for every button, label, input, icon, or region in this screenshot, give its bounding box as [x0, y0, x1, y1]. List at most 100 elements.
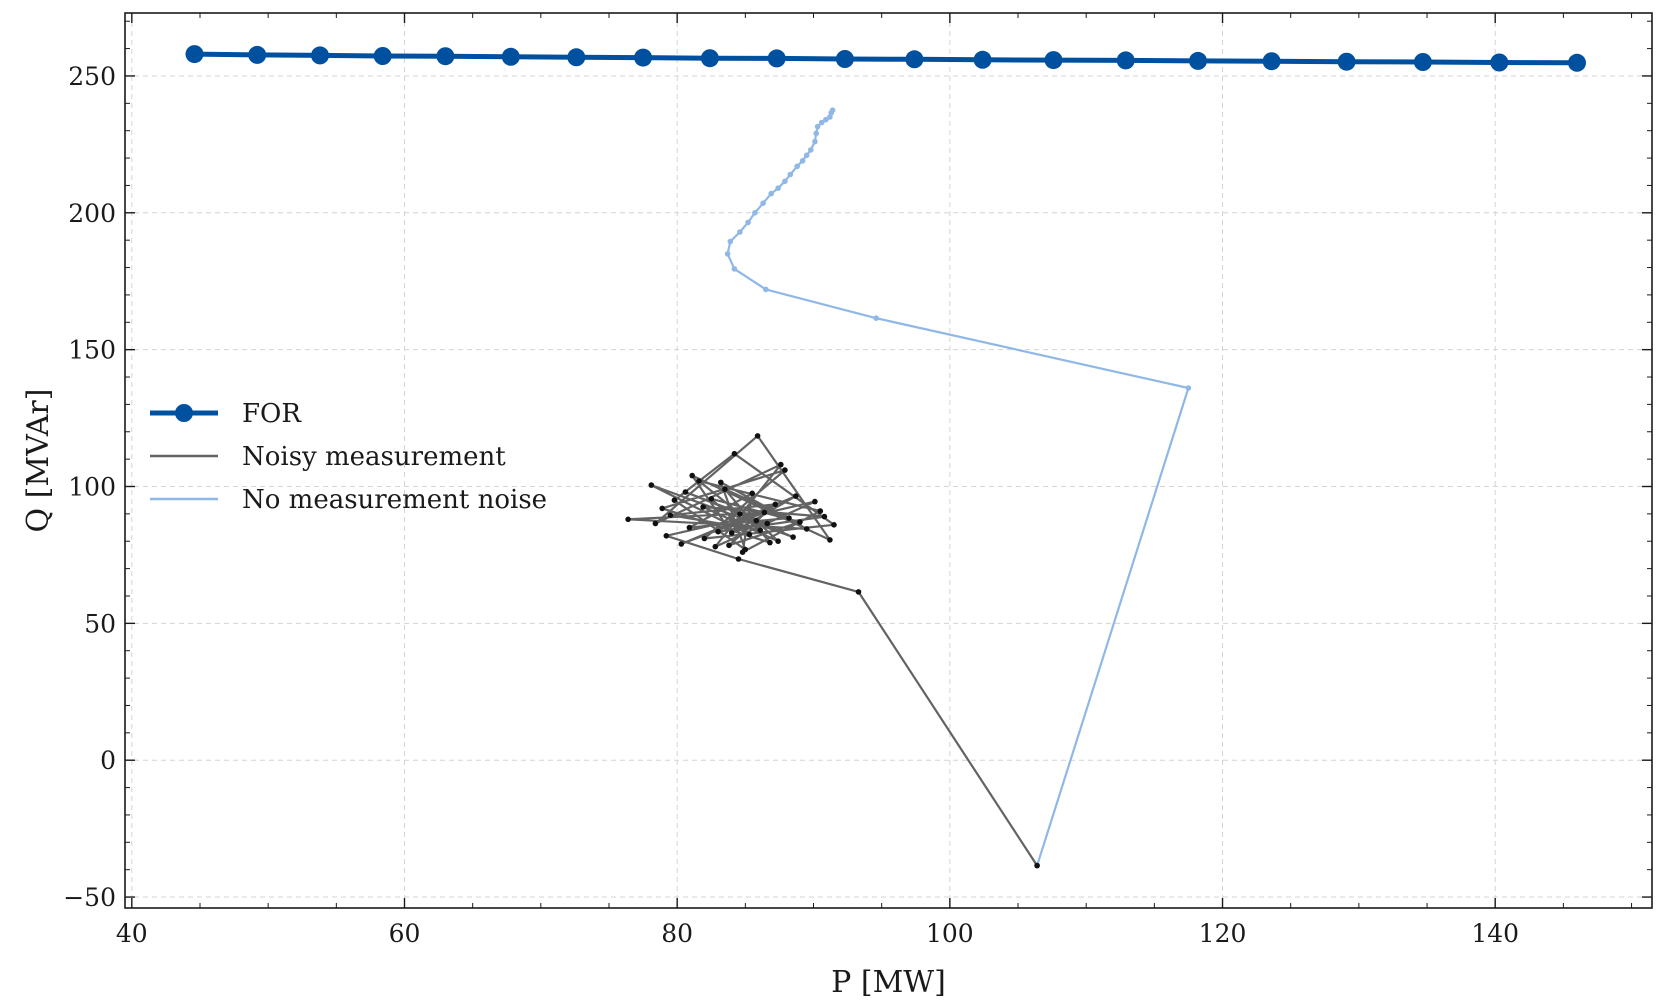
- data-point: [760, 200, 766, 206]
- x-axis-label: P [MW]: [831, 965, 946, 1000]
- data-point: [1185, 385, 1192, 391]
- data-point: [827, 537, 833, 543]
- data-point: [823, 116, 829, 123]
- data-point: [782, 467, 788, 473]
- data-point: [248, 45, 267, 64]
- series-2: [625, 433, 1040, 869]
- data-point: [671, 497, 678, 504]
- data-point: [808, 147, 814, 153]
- data-point: [787, 171, 794, 178]
- data-point: [739, 549, 746, 555]
- data-point: [829, 107, 836, 113]
- y-tick-label: −50: [63, 883, 116, 912]
- data-point: [648, 482, 655, 488]
- y-tick-label: 0: [100, 746, 116, 775]
- y-tick-label: 200: [68, 199, 116, 228]
- data-point: [1189, 51, 1207, 70]
- data-point: [722, 486, 728, 493]
- x-tick-label: 120: [1199, 919, 1247, 948]
- data-point: [772, 501, 779, 508]
- x-tick-label: 140: [1471, 919, 1519, 948]
- legend-label: FOR: [242, 399, 302, 429]
- data-point: [728, 530, 735, 536]
- data-point: [700, 504, 706, 510]
- data-point: [794, 163, 800, 170]
- data-point: [745, 219, 751, 226]
- tick-labels: 40 60 80 100 120 140 −50 0 50 100 150 200 250: [63, 62, 1519, 948]
- data-point: [718, 479, 724, 486]
- data-point: [768, 190, 774, 197]
- data-point: [663, 533, 670, 539]
- data-point: [1413, 53, 1432, 71]
- data-point: [625, 516, 631, 523]
- data-point: [767, 49, 786, 68]
- axis-ticks: [125, 13, 1652, 908]
- data-point: [667, 512, 674, 518]
- data-point: [1044, 51, 1063, 70]
- data-point: [761, 509, 768, 516]
- data-point: [813, 130, 819, 137]
- data-point: [436, 47, 455, 66]
- data-point: [797, 519, 803, 525]
- x-tick-label: 100: [926, 919, 974, 948]
- data-point: [678, 541, 685, 547]
- legend-label: Noisy measurement: [242, 442, 506, 472]
- data-point: [767, 539, 773, 546]
- data-point: [821, 513, 828, 520]
- data-point: [754, 433, 761, 439]
- x-tick-label: 80: [661, 919, 693, 948]
- data-point: [735, 556, 742, 562]
- data-point: [812, 498, 818, 505]
- data-point: [775, 185, 781, 191]
- y-tick-label: 250: [68, 62, 116, 91]
- data-point: [786, 515, 792, 521]
- data-point: [731, 450, 738, 457]
- data-point: [873, 315, 879, 322]
- data-point: [749, 490, 755, 497]
- series-3: [724, 107, 1192, 869]
- data-point: [757, 527, 764, 534]
- data-point: [727, 238, 734, 245]
- data-point: [1034, 862, 1040, 869]
- data-point: [659, 505, 665, 512]
- data-point: [790, 534, 796, 540]
- data-point: [803, 526, 810, 532]
- axes-frame: [124, 12, 1653, 909]
- data-point: [746, 531, 753, 538]
- data-point: [708, 496, 715, 502]
- data-point: [764, 520, 770, 527]
- data-point: [737, 229, 743, 235]
- legend-marker: [175, 404, 193, 422]
- data-point: [905, 50, 924, 69]
- data-point: [817, 508, 824, 514]
- data-point: [712, 543, 719, 550]
- data-point: [652, 520, 659, 527]
- legend-item: FOR: [150, 399, 302, 429]
- legend-label: No measurement noise: [242, 485, 547, 515]
- data-point: [855, 589, 862, 595]
- y-tick-label: 100: [68, 473, 116, 502]
- plot-area: [185, 45, 1586, 869]
- data-point: [1262, 52, 1281, 71]
- data-point: [311, 46, 329, 65]
- data-point: [1337, 52, 1356, 71]
- data-point: [752, 210, 758, 216]
- data-point: [731, 266, 738, 272]
- data-point: [818, 119, 825, 126]
- legend: FOR Noisy measurement No measurement noise: [150, 399, 547, 515]
- data-point: [1490, 53, 1509, 72]
- x-tick-label: 60: [389, 919, 421, 948]
- data-point: [814, 123, 821, 130]
- data-point: [803, 152, 810, 159]
- data-point: [373, 47, 392, 65]
- data-point: [724, 251, 731, 257]
- y-tick-label: 50: [84, 609, 116, 638]
- data-point: [799, 158, 806, 164]
- grid: [125, 13, 1652, 908]
- data-point: [689, 472, 695, 479]
- x-tick-label: 40: [116, 919, 148, 948]
- data-point: [715, 528, 721, 535]
- data-point: [1568, 53, 1586, 72]
- data-point: [763, 286, 769, 293]
